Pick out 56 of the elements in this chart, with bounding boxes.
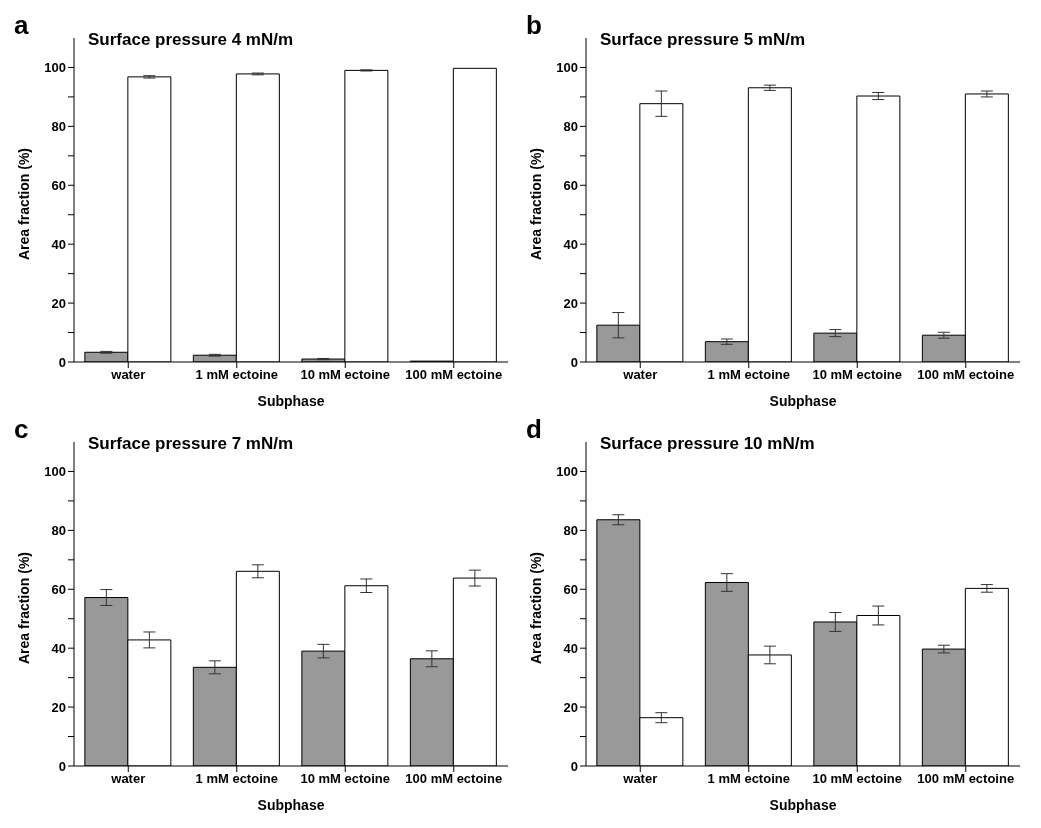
text: d — [526, 414, 542, 445]
y-tick-label: 40 — [563, 640, 578, 656]
y-axis-title: Area fraction (%) — [527, 551, 544, 664]
y-tick-label: 0 — [570, 354, 578, 370]
y-tick-label: 100 — [44, 60, 66, 76]
y-tick-label: 0 — [58, 354, 66, 370]
x-tick-label: water — [110, 367, 146, 383]
y-tick-label: 40 — [51, 236, 66, 252]
y-tick-label: 20 — [563, 295, 578, 311]
text: c — [14, 414, 29, 445]
x-tick-label: 100 mM ectoine — [917, 771, 1015, 787]
x-axis-title: Subphase — [769, 393, 837, 409]
text: a — [14, 10, 29, 41]
y-tick-label: 100 — [44, 464, 66, 480]
x-tick-label: water — [622, 771, 658, 787]
x-tick-label: 1 mM ectoine — [707, 367, 790, 383]
x-axis-title: Subphase — [769, 797, 837, 813]
x-tick-label: 10 mM ectoine — [812, 771, 903, 787]
x-tick-label: water — [622, 367, 658, 383]
chart-title: Surface pressure 7 mN/m — [88, 434, 294, 454]
chart-title: Surface pressure 5 mN/m — [600, 30, 806, 50]
chart-title: Surface pressure 10 mN/m — [600, 434, 815, 454]
y-tick-label: 20 — [51, 295, 66, 311]
y-tick-label: 40 — [563, 236, 578, 252]
y-tick-label: 0 — [58, 758, 66, 774]
y-axis-title: Area fraction (%) — [15, 147, 32, 260]
y-tick-label: 20 — [51, 699, 66, 715]
y-tick-label: 40 — [51, 640, 66, 656]
x-tick-label: 100 mM ectoine — [405, 771, 503, 787]
chart-title: Surface pressure 4 mN/m — [88, 30, 294, 50]
y-tick-label: 80 — [563, 522, 578, 538]
y-tick-label: 60 — [51, 581, 66, 597]
x-axis-title: Subphase — [257, 393, 325, 409]
y-tick-label: 60 — [563, 177, 578, 193]
y-tick-label: 0 — [570, 758, 578, 774]
y-axis-title: Area fraction (%) — [15, 551, 32, 664]
text: b — [526, 10, 542, 41]
x-tick-label: 1 mM ectoine — [707, 771, 790, 787]
x-tick-label: water — [110, 771, 146, 787]
x-tick-label: 100 mM ectoine — [917, 367, 1015, 383]
x-tick-label: 100 mM ectoine — [405, 367, 503, 383]
x-tick-label: 1 mM ectoine — [195, 367, 278, 383]
x-tick-label: 10 mM ectoine — [300, 367, 391, 383]
y-tick-label: 80 — [563, 118, 578, 134]
x-tick-label: 1 mM ectoine — [195, 771, 278, 787]
x-tick-label: 10 mM ectoine — [300, 771, 391, 787]
y-tick-label: 100 — [556, 60, 578, 76]
x-tick-label: 10 mM ectoine — [812, 367, 903, 383]
y-tick-label: 60 — [563, 581, 578, 597]
y-tick-label: 100 — [556, 464, 578, 480]
x-axis-title: Subphase — [257, 797, 325, 813]
y-tick-label: 20 — [563, 699, 578, 715]
y-tick-label: 60 — [51, 177, 66, 193]
y-axis-title: Area fraction (%) — [527, 147, 544, 260]
y-tick-label: 80 — [51, 118, 66, 134]
y-tick-label: 80 — [51, 522, 66, 538]
